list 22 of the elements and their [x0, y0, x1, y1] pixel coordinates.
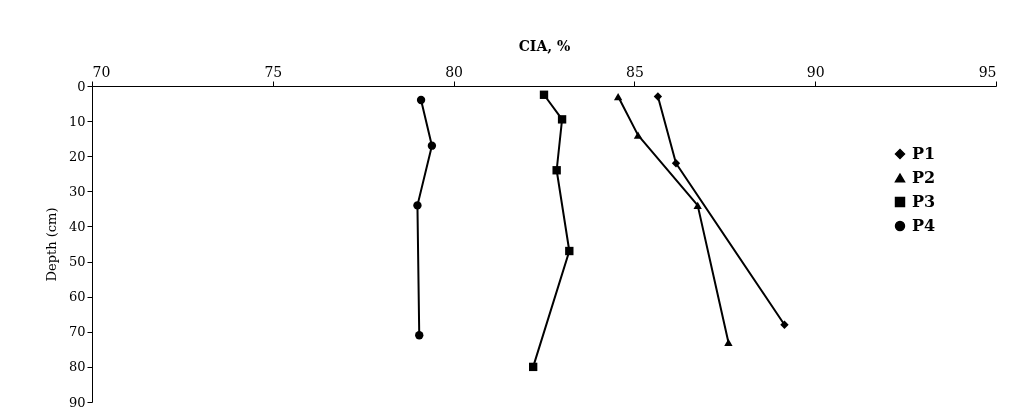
legend-label: P1: [912, 144, 936, 163]
x-axis-title: CIA, %: [518, 37, 571, 54]
y-tick-label: 30: [68, 183, 86, 199]
y-axis-title: Depth (cm): [43, 207, 59, 282]
y-tick-label: 40: [68, 218, 86, 234]
x-tick-label: 90: [806, 63, 825, 80]
x-tick-label: 95: [978, 63, 997, 80]
legend-label: P2: [912, 168, 936, 187]
x-tick-label: 80: [445, 63, 464, 80]
legend-label: P4: [912, 216, 936, 235]
x-tick-label: 85: [625, 63, 644, 80]
y-tick-label: 50: [68, 254, 86, 270]
y-tick-label: 70: [68, 324, 86, 340]
y-tick-label: 10: [68, 113, 86, 129]
y-tick-label: 90: [68, 394, 86, 410]
x-tick-label: 75: [264, 63, 283, 80]
y-tick-label: 0: [77, 78, 86, 94]
y-tick-label: 80: [68, 359, 86, 375]
legend-label: P3: [912, 192, 936, 211]
y-tick-label: 20: [68, 148, 86, 164]
x-tick-label: 70: [92, 63, 111, 80]
y-tick-label: 60: [68, 289, 86, 305]
